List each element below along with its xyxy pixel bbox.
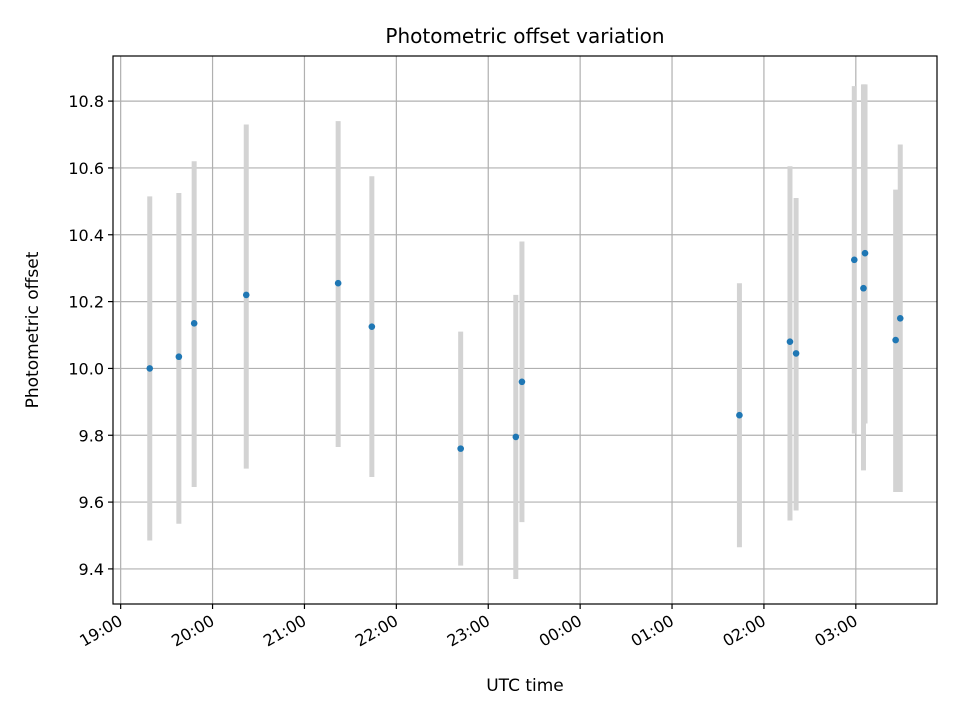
x-tick-label: 20:00 bbox=[168, 611, 217, 651]
data-points bbox=[146, 249, 904, 452]
y-tick-label: 10.2 bbox=[68, 293, 104, 312]
y-tick-label: 10.0 bbox=[68, 359, 104, 378]
data-point bbox=[190, 320, 198, 327]
data-point bbox=[860, 284, 867, 292]
data-point bbox=[175, 353, 183, 361]
y-tick-label: 10.8 bbox=[68, 92, 104, 111]
y-tick-label: 10.6 bbox=[68, 159, 104, 178]
x-tick-label: 01:00 bbox=[628, 611, 677, 651]
data-point bbox=[457, 445, 464, 452]
x-tick-label: 23:00 bbox=[444, 611, 493, 651]
x-tick-label: 21:00 bbox=[260, 611, 309, 651]
data-point bbox=[146, 365, 154, 372]
y-axis-label: Photometric offset bbox=[23, 251, 43, 408]
error-bars bbox=[147, 84, 903, 579]
x-tick-label: 03:00 bbox=[811, 611, 860, 651]
data-point bbox=[892, 336, 899, 344]
y-tick-label: 9.6 bbox=[79, 493, 104, 512]
data-point bbox=[792, 350, 800, 357]
x-axis-ticks: 19:00 20:00 21:00 22:00 23:00 00:00 01:00 02:00… bbox=[76, 604, 861, 651]
y-tick-label: 9.8 bbox=[79, 426, 104, 445]
y-tick-label: 9.4 bbox=[79, 560, 104, 579]
data-point bbox=[242, 291, 250, 299]
data-point bbox=[850, 256, 858, 264]
x-tick-label: 02:00 bbox=[719, 611, 768, 651]
x-tick-label: 19:00 bbox=[76, 611, 125, 651]
y-axis-ticks: 9.4 9.6 9.8 10.0 10.2 10.4 10.6 10.8 bbox=[68, 92, 113, 579]
data-point bbox=[334, 279, 342, 287]
x-axis-label: UTC time bbox=[486, 676, 564, 696]
data-point bbox=[736, 411, 743, 419]
x-tick-label: 22:00 bbox=[352, 611, 401, 651]
data-point bbox=[512, 433, 520, 441]
data-point bbox=[368, 323, 376, 330]
data-point bbox=[896, 315, 904, 322]
grid-lines bbox=[113, 56, 937, 604]
y-tick-label: 10.4 bbox=[68, 226, 104, 245]
chart-title: Photometric offset variation bbox=[385, 24, 664, 48]
plot-frame bbox=[112, 55, 938, 605]
data-point bbox=[861, 249, 869, 257]
x-tick-label: 00:00 bbox=[536, 611, 585, 651]
data-point bbox=[786, 338, 794, 345]
data-point bbox=[518, 378, 526, 386]
